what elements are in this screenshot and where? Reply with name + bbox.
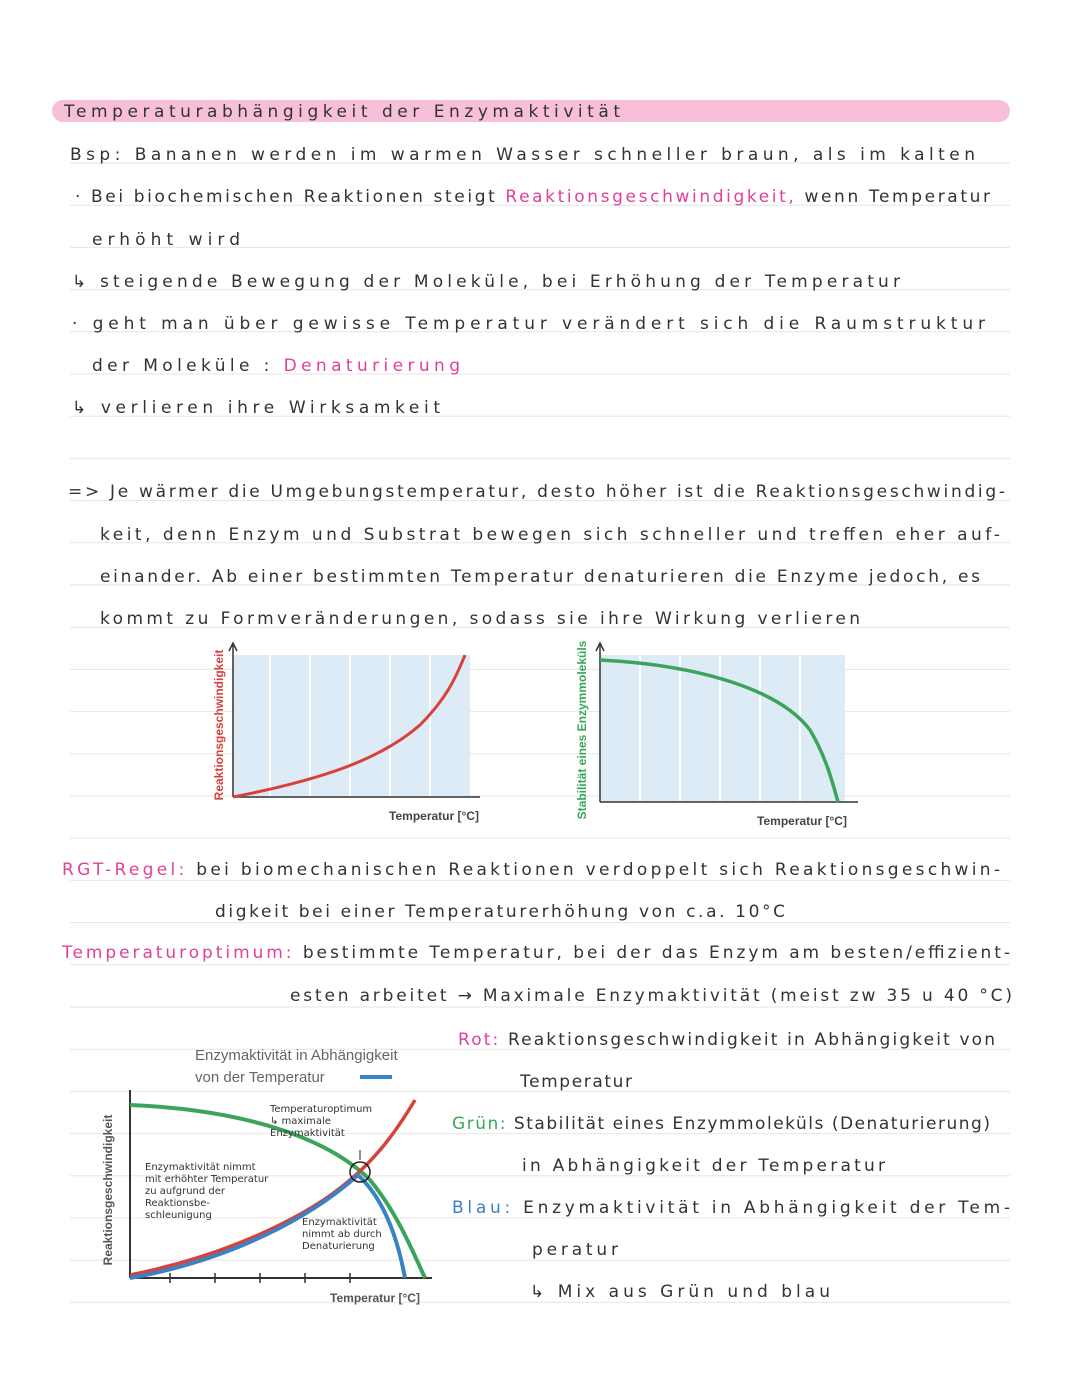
note-line: Grün: Stabilität eines Enzymmoleküls (De… [452,1114,990,1134]
note-text: einander. Ab einer bestimmten Temperatur… [100,567,980,587]
green-curve [129,1103,427,1279]
note-text: Blau: [452,1198,519,1218]
annotation: Enzymaktivität nimmt [145,1162,256,1173]
note-line: Blau: Enzymaktivität in Abhängigkeit der… [452,1198,1010,1218]
note-line: in Abhängigkeit der Temperatur [522,1156,885,1176]
note-text: => Je wärmer die Umgebungstemperatur, de… [68,482,1005,502]
note-text: bei biomechanischen Reaktionen verdoppel… [196,860,1000,880]
note-line: kommt zu Formveränderungen, sodass sie i… [100,609,860,629]
blue-curve [129,1172,407,1280]
note-line: ↳ steigende Bewegung der Moleküle, bei E… [72,272,900,292]
note-text: Enzymaktivität in Abhängigkeit der Tem- [523,1198,1010,1218]
note-line: keit, denn Enzym und Substrat bewegen si… [100,525,1000,545]
note-line: der Moleküle : Denaturierung [92,356,460,376]
annotation: ↳ maximale [270,1116,331,1127]
annotation: Reaktionsbe- [145,1198,210,1209]
figure-stability: Stabilität eines Enzymmoleküls Temperatu… [575,640,858,828]
annotation: Temperaturoptimum [269,1104,372,1115]
note-text: Temperaturoptimum: [61,943,300,963]
note-text: ↳ steigende Bewegung der Moleküle, bei E… [72,272,900,292]
plot-grid [639,655,801,802]
note-line: peratur [532,1240,618,1260]
y-label: Stabilität eines Enzymmoleküls [575,640,589,819]
note-line: Temperaturoptimum: bestimmte Temperatur,… [61,943,1010,963]
note-line: esten arbeitet → Maximale Enzymaktivität… [290,986,1012,1006]
annotation: mit erhöhter Temperatur [145,1174,269,1185]
note-line: => Je wärmer die Umgebungstemperatur, de… [68,482,1005,502]
note-line: ↳ Mix aus Grün und blau [530,1282,830,1302]
note-text: peratur [532,1240,618,1260]
green-curve [599,658,840,803]
ruled-lines [70,162,1010,1303]
note-line: · geht man über gewisse Temperatur verän… [72,314,985,334]
figure-title: von der Temperatur [195,1069,325,1086]
note-line: einander. Ab einer bestimmten Temperatur… [100,567,980,587]
note-text: · geht man über gewisse Temperatur verän… [72,314,985,334]
plot-bg [233,655,470,797]
note-text: Bsp: Bananen werden im warmen Wasser sch… [70,145,975,165]
annotation: Enzymaktivität [302,1217,377,1228]
ticks [169,1273,351,1283]
annotation: nimmt ab durch [302,1229,382,1240]
note-line: · Bei biochemischen Reaktionen steigt Re… [75,187,990,207]
note-text: Grün: [452,1114,512,1134]
note-text: Reaktionsgeschwindigkeit, [505,187,793,207]
axes [595,641,858,803]
figure-reaction-rate: Reaktionsgeschwindigkeit Temperatur [°C] [212,641,480,823]
note-line: erhöht wird [92,230,240,250]
note-text: Reaktionsgeschwindigkeit in Abhängigkeit… [508,1030,995,1050]
optimum-marker [349,1161,371,1183]
note-text: Stabilität eines Enzymmoleküls (Denaturi… [514,1114,990,1134]
red-curve [232,654,467,799]
x-label: Temperatur [°C] [757,814,847,828]
note-line: digkeit bei einer Temperaturerhöhung von… [215,902,785,922]
note-text: digkeit bei einer Temperaturerhöhung von… [215,902,785,922]
figure-enzyme-activity: Enzymaktivität in Abhängigkeit von der T… [101,1047,432,1305]
note-line: Temperatur [519,1072,632,1092]
note-text: der Moleküle : [92,356,279,376]
annotation: zu aufgrund der [145,1186,226,1197]
x-label: Temperatur [°C] [330,1291,420,1305]
plot-grid [269,655,431,797]
figure-title: Enzymaktivität in Abhängigkeit [195,1047,398,1064]
note-text: esten arbeitet → Maximale Enzymaktivität… [290,986,1012,1006]
note-text: Rot: [458,1030,506,1050]
note-line: RGT-Regel: bei biomechanischen Reaktione… [62,860,1000,880]
note-text: · Bei biochemischen Reaktionen steigt [75,187,503,207]
note-text: wenn Temperatur [796,187,990,207]
note-text: Temperatur [519,1072,632,1092]
note-line: Rot: Reaktionsgeschwindigkeit in Abhängi… [458,1030,995,1050]
annotations: Temperaturoptimum↳ maximaleEnzymaktivitä… [145,1104,382,1252]
annotation: schleunigung [145,1210,212,1221]
note-text: ↳ Mix aus Grün und blau [530,1282,830,1302]
note-line: Bsp: Bananen werden im warmen Wasser sch… [70,145,975,165]
note-text: Denaturierung [284,356,460,376]
note-line: ↳ verlieren ihre Wirksamkeit [72,398,440,418]
note-text: bestimmte Temperatur, bei der das Enzym … [303,943,1010,963]
note-text: RGT-Regel: [62,860,193,880]
note-text: kommt zu Formveränderungen, sodass sie i… [100,609,860,629]
axes [129,1090,432,1279]
annotation: Enzymaktivität [270,1128,345,1139]
y-label: Reaktionsgeschwindigkeit [101,1115,115,1266]
note-text: ↳ verlieren ihre Wirksamkeit [72,398,440,418]
annotation: Denaturierung [302,1241,375,1252]
note-text: keit, denn Enzym und Substrat bewegen si… [100,525,1000,545]
title: Temperaturabhängigkeit der Enzymaktivitä… [63,102,620,122]
axes [228,641,480,798]
x-label: Temperatur [°C] [389,809,479,823]
y-label: Reaktionsgeschwindigkeit [212,650,226,801]
title-highlight [52,100,1010,122]
note-text: in Abhängigkeit der Temperatur [522,1156,885,1176]
note-text: erhöht wird [92,230,240,250]
